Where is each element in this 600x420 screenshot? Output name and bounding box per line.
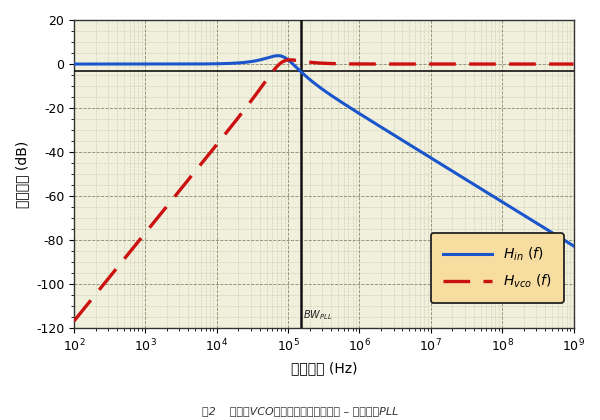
$H_{in}\ (f)$ — [388, 131, 395, 136]
Legend: $H_{in}\ (f)$, $H_{vco}\ (f)$: $H_{in}\ (f)$, $H_{vco}\ (f)$ — [431, 234, 564, 303]
$H_{in}\ (f)$ — [366, 118, 373, 123]
Line: $H_{vco}\ (f)$: $H_{vco}\ (f)$ — [74, 60, 574, 321]
$H_{vco}\ (f)$ — [287, 58, 294, 63]
$H_{in}\ (f)$ — [570, 244, 577, 249]
Line: $H_{in}\ (f)$: $H_{in}\ (f)$ — [74, 56, 574, 246]
$H_{vco}\ (f)$ — [366, 61, 373, 66]
$H_{vco}\ (f)$ — [95, 287, 103, 292]
$H_{in}\ (f)$ — [70, 61, 77, 66]
$H_{in}\ (f)$ — [251, 58, 259, 63]
$H_{in}\ (f)$ — [95, 61, 103, 66]
Text: $BW_{PLL}$: $BW_{PLL}$ — [303, 308, 332, 322]
$H_{vco}\ (f)$ — [441, 61, 448, 66]
$H_{vco}\ (f)$ — [70, 318, 77, 323]
Text: 图2    输入与VCO相位噪声传递函数示例 – 基于二阶PLL: 图2 输入与VCO相位噪声传递函数示例 – 基于二阶PLL — [202, 406, 398, 416]
$H_{in}\ (f)$ — [441, 164, 448, 169]
$H_{vco}\ (f)$ — [388, 61, 395, 66]
X-axis label: 频率偏移 (Hz): 频率偏移 (Hz) — [290, 362, 357, 375]
$H_{in}\ (f)$ — [467, 180, 475, 185]
$H_{vco}\ (f)$ — [467, 61, 475, 66]
Y-axis label: 频率响应 (dB): 频率响应 (dB) — [15, 141, 29, 208]
$H_{vco}\ (f)$ — [570, 61, 577, 66]
$H_{vco}\ (f)$ — [251, 93, 259, 98]
$H_{in}\ (f)$ — [274, 53, 281, 58]
